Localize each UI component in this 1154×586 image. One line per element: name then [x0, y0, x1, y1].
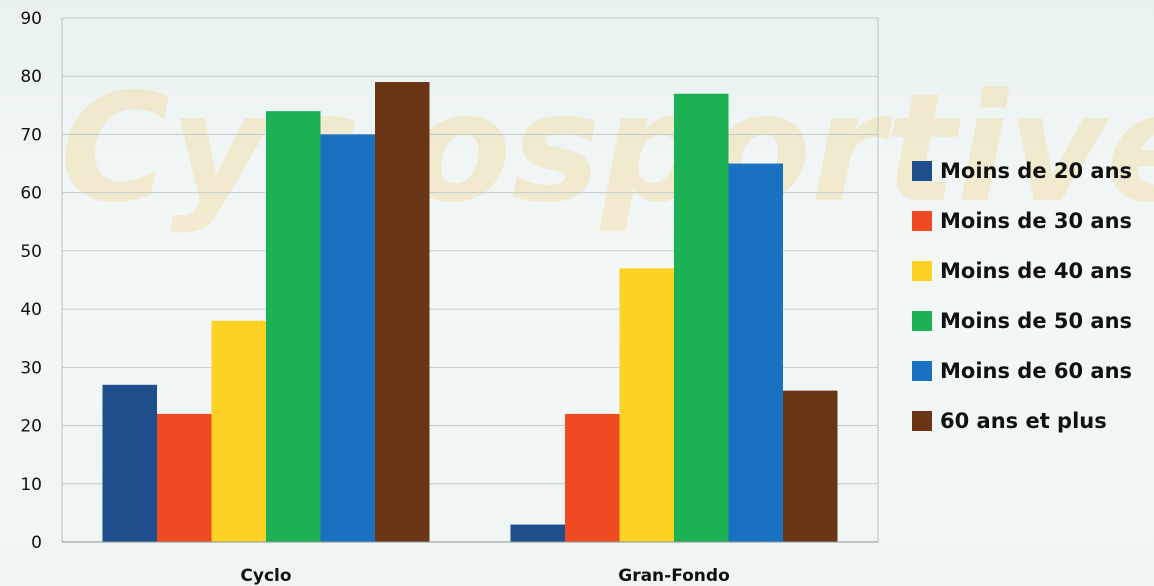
- bar-1-3: [674, 93, 729, 542]
- bar-1-1: [565, 413, 620, 542]
- legend-label: Moins de 60 ans: [940, 359, 1133, 383]
- bar-1-0: [510, 524, 565, 542]
- y-tick-label: 80: [20, 67, 42, 87]
- legend-swatch: [912, 311, 932, 331]
- legend-label: 60 ans et plus: [940, 409, 1107, 433]
- legend-item: Moins de 50 ans: [912, 296, 1132, 346]
- bars: [102, 82, 838, 543]
- bar-0-5: [375, 82, 430, 543]
- bar-1-2: [619, 268, 674, 542]
- y-tick-label: 0: [31, 533, 42, 553]
- legend-label: Moins de 50 ans: [940, 309, 1133, 333]
- legend-item: Moins de 20 ans: [912, 146, 1132, 196]
- legend: Moins de 20 ans Moins de 30 ans Moins de 4…: [912, 146, 1132, 446]
- y-tick-label: 60: [20, 184, 42, 204]
- bar-1-4: [728, 163, 783, 543]
- bar-0-4: [320, 134, 375, 542]
- watermark-text: Cyclosportive: [60, 62, 1154, 236]
- y-tick-label: 20: [20, 417, 42, 437]
- y-tick-label: 70: [20, 125, 42, 145]
- legend-label: Moins de 40 ans: [940, 259, 1133, 283]
- legend-swatch: [912, 211, 932, 231]
- x-category-label: Cyclo: [240, 566, 291, 586]
- legend-item: Moins de 40 ans: [912, 246, 1132, 296]
- bar-0-1: [157, 413, 212, 542]
- legend-swatch: [912, 161, 932, 181]
- legend-swatch: [912, 261, 932, 281]
- x-category-label: Gran-Fondo: [618, 566, 730, 586]
- legend-item: Moins de 30 ans: [912, 196, 1132, 246]
- y-axis-ticks: 0 10 20 30 40 50 60 70 80 90: [20, 9, 42, 553]
- legend-swatch: [912, 411, 932, 431]
- legend-label: Moins de 30 ans: [940, 209, 1133, 233]
- y-tick-label: 10: [20, 475, 42, 495]
- legend-item: 60 ans et plus: [912, 396, 1132, 446]
- legend-item: Moins de 60 ans: [912, 346, 1132, 396]
- x-axis-labels: Cyclo Gran-Fondo: [240, 566, 729, 586]
- bar-1-5: [783, 390, 838, 542]
- bar-0-2: [211, 320, 266, 542]
- watermark: Cyclosportive: [60, 62, 1154, 236]
- legend-label: Moins de 20 ans: [940, 159, 1133, 183]
- y-tick-label: 30: [20, 358, 42, 378]
- bar-0-0: [102, 384, 157, 542]
- legend-swatch: [912, 361, 932, 381]
- bar-0-3: [266, 111, 321, 543]
- y-tick-label: 40: [20, 300, 42, 320]
- y-tick-label: 50: [20, 242, 42, 262]
- y-tick-label: 90: [20, 9, 42, 29]
